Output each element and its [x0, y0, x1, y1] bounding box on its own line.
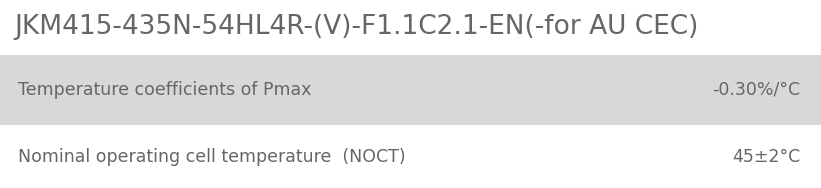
Text: Nominal operating cell temperature  (NOCT): Nominal operating cell temperature (NOCT…	[18, 148, 406, 165]
Text: 45±2°C: 45±2°C	[732, 148, 800, 165]
FancyBboxPatch shape	[0, 125, 821, 188]
Text: -0.30%/°C: -0.30%/°C	[713, 81, 800, 99]
Text: JKM415-435N-54HL4R-(V)-F1.1C2.1-EN(-for AU CEC): JKM415-435N-54HL4R-(V)-F1.1C2.1-EN(-for …	[14, 14, 699, 40]
Text: Temperature coefficients of Pmax: Temperature coefficients of Pmax	[18, 81, 311, 99]
FancyBboxPatch shape	[0, 55, 821, 125]
